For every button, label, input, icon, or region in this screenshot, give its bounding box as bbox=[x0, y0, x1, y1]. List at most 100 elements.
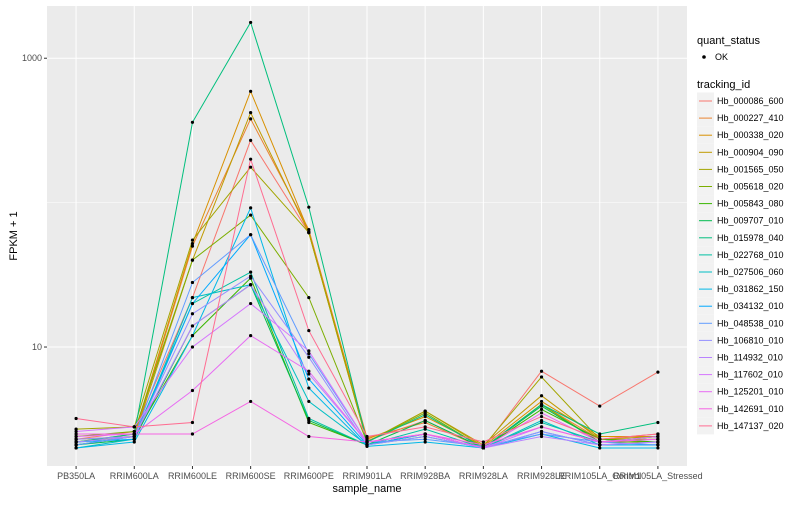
data-point bbox=[132, 429, 136, 434]
data-point bbox=[249, 399, 253, 404]
data-point bbox=[74, 440, 78, 444]
data-point bbox=[539, 369, 544, 373]
x-tick-label: RRIM901LA bbox=[342, 471, 391, 481]
data-point bbox=[307, 416, 311, 421]
legend-label: Hb_015978_040 bbox=[717, 233, 784, 243]
data-point bbox=[307, 205, 311, 209]
data-point bbox=[423, 413, 427, 417]
legend-quant-label: OK bbox=[715, 52, 728, 62]
data-point bbox=[307, 377, 311, 381]
data-point bbox=[656, 443, 660, 447]
legend-quant-title: quant_status bbox=[697, 35, 760, 47]
legend-label: Hb_125201_010 bbox=[717, 387, 784, 397]
data-point bbox=[190, 420, 195, 425]
data-point bbox=[423, 440, 427, 444]
data-point bbox=[307, 231, 311, 235]
data-point bbox=[74, 443, 78, 447]
y-tick-label: 10 bbox=[32, 342, 42, 352]
data-point bbox=[423, 427, 427, 431]
data-point bbox=[365, 440, 369, 444]
data-point bbox=[307, 349, 311, 353]
data-point bbox=[249, 89, 253, 93]
data-point bbox=[190, 388, 195, 393]
data-point bbox=[307, 352, 311, 356]
legend-label: Hb_034132_010 bbox=[717, 301, 784, 311]
data-point bbox=[539, 418, 544, 423]
data-point bbox=[656, 370, 660, 374]
data-point bbox=[539, 399, 544, 404]
data-point bbox=[307, 355, 311, 359]
data-point bbox=[598, 443, 602, 447]
data-point bbox=[307, 295, 311, 300]
data-point bbox=[249, 213, 253, 217]
data-point bbox=[539, 407, 544, 411]
legend-label: Hb_022768_010 bbox=[717, 250, 784, 260]
legend-label: Hb_000227_410 bbox=[717, 113, 784, 123]
data-point bbox=[307, 399, 311, 404]
legend-label: Hb_000338_020 bbox=[717, 130, 784, 140]
data-point bbox=[598, 434, 602, 439]
x-axis-title: sample_name bbox=[332, 483, 401, 495]
data-point bbox=[307, 328, 311, 333]
x-tick-label: RRIM600SE bbox=[226, 471, 276, 481]
data-point bbox=[481, 443, 485, 447]
data-point bbox=[190, 333, 195, 338]
legend-label: Hb_106810_010 bbox=[717, 335, 784, 345]
data-point bbox=[190, 345, 195, 349]
data-point bbox=[249, 138, 253, 142]
data-point bbox=[423, 434, 427, 439]
data-point bbox=[190, 120, 195, 124]
data-point bbox=[190, 238, 195, 242]
data-point bbox=[539, 434, 544, 439]
data-point bbox=[598, 432, 602, 436]
x-tick-label: RRIM928LA bbox=[459, 471, 508, 481]
data-point bbox=[539, 414, 544, 419]
legend-label: Hb_117602_010 bbox=[717, 370, 783, 380]
data-point bbox=[307, 369, 311, 373]
data-point bbox=[132, 440, 136, 444]
legend-label: Hb_031862_150 bbox=[717, 284, 784, 294]
data-point bbox=[249, 333, 253, 338]
axes: PB350LA RRIM600LA RRIM600LE RRIM600SE RRIM60… bbox=[22, 53, 703, 481]
data-point bbox=[190, 312, 195, 316]
data-point bbox=[132, 425, 136, 429]
data-point bbox=[249, 206, 253, 210]
data-point bbox=[307, 372, 311, 376]
data-point bbox=[598, 446, 602, 450]
data-point bbox=[249, 157, 253, 161]
data-point bbox=[539, 394, 544, 398]
data-point bbox=[539, 411, 544, 415]
data-point bbox=[365, 443, 369, 447]
data-point bbox=[74, 437, 78, 441]
data-point bbox=[249, 117, 253, 121]
data-point bbox=[539, 429, 544, 434]
data-point bbox=[249, 270, 253, 274]
data-point bbox=[656, 440, 660, 444]
legend-label: Hb_000904_090 bbox=[717, 147, 784, 157]
data-point bbox=[539, 425, 544, 429]
legend-label: Hb_027506_060 bbox=[717, 267, 784, 277]
data-point bbox=[656, 434, 660, 439]
x-tick-label: RRIM928LE bbox=[517, 471, 566, 481]
legend-quant-key bbox=[702, 55, 706, 59]
data-point bbox=[74, 434, 78, 439]
legend-label: Hb_048538_010 bbox=[717, 318, 784, 328]
legend-label: Hb_147137_020 bbox=[717, 421, 784, 431]
data-point bbox=[132, 434, 136, 439]
data-point bbox=[249, 301, 253, 306]
data-point bbox=[365, 437, 369, 441]
grid-lines bbox=[47, 6, 687, 466]
data-point bbox=[656, 446, 660, 450]
data-point bbox=[307, 434, 311, 439]
data-point bbox=[598, 440, 602, 444]
data-point bbox=[481, 440, 485, 444]
data-point bbox=[656, 420, 660, 425]
x-tick-label: RRIM600PE bbox=[284, 471, 334, 481]
data-point bbox=[539, 402, 544, 407]
data-point bbox=[249, 274, 253, 278]
data-point bbox=[598, 404, 602, 408]
data-point bbox=[74, 427, 78, 431]
data-point bbox=[423, 432, 427, 436]
legend-label: Hb_005618_020 bbox=[717, 182, 784, 192]
legend-label: Hb_000086_600 bbox=[717, 96, 784, 106]
